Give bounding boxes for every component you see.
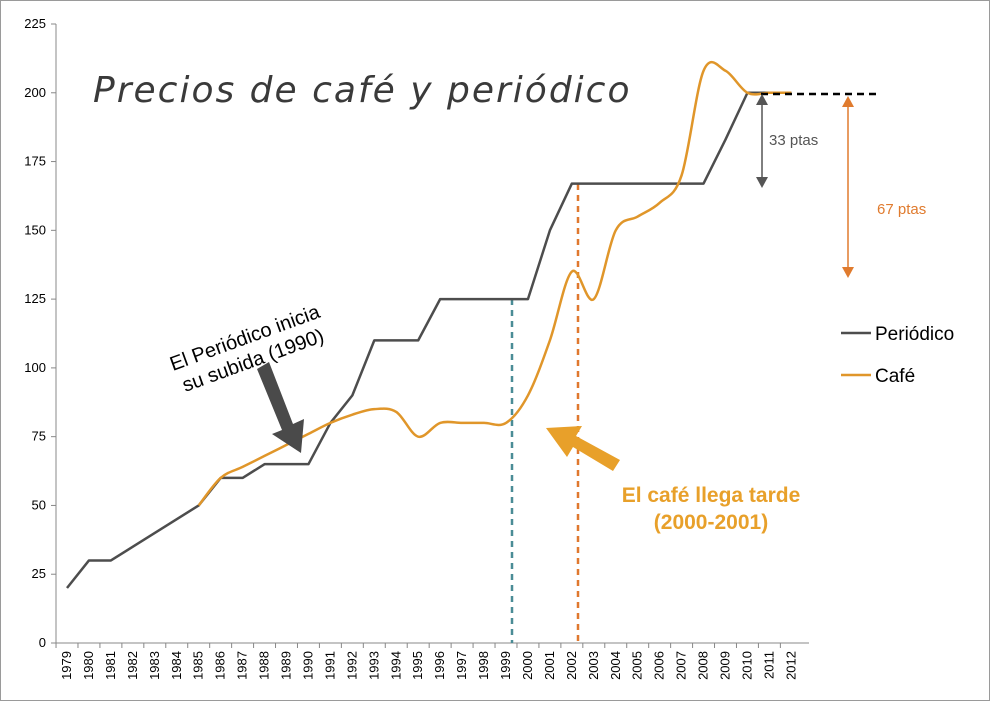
x-tick-label: 1983 <box>147 651 162 680</box>
y-tick-label: 125 <box>24 291 46 306</box>
x-tick-label: 2007 <box>674 651 689 680</box>
y-tick-label: 75 <box>32 429 46 444</box>
y-tick-label: 150 <box>24 222 46 237</box>
x-tick-label: 2008 <box>696 651 711 680</box>
legend-label-periodico: Periódico <box>875 324 954 345</box>
y-tick-label: 200 <box>24 85 46 100</box>
x-tick-label: 1981 <box>103 651 118 680</box>
cafe-note: El café llega tarde (2000-2001) <box>546 426 800 534</box>
x-tick-label: 2010 <box>739 651 754 680</box>
y-tick-label: 50 <box>32 497 46 512</box>
x-tick-label: 2003 <box>586 651 601 680</box>
x-tick-label: 2006 <box>652 651 667 680</box>
x-tick-label: 2005 <box>630 651 645 680</box>
x-tick-label: 1992 <box>344 651 359 680</box>
x-tick-label: 1987 <box>235 651 250 680</box>
gap-33-arrow-head-top <box>756 94 768 105</box>
legend-label-cafe: Café <box>875 366 915 387</box>
x-tick-label: 1986 <box>213 651 228 680</box>
x-tick-label: 1993 <box>366 651 381 680</box>
x-tick-label: 1999 <box>498 651 513 680</box>
x-tick-label: 1985 <box>191 651 206 680</box>
x-tick-label: 1990 <box>300 651 315 680</box>
level-annotations: 33 ptas 67 ptas <box>756 92 926 278</box>
y-tick-label: 25 <box>32 566 46 581</box>
x-tick-label: 1991 <box>322 651 337 680</box>
x-tick-label: 1984 <box>169 651 184 680</box>
x-tick-label: 1994 <box>388 651 403 680</box>
x-tick-label: 1997 <box>454 651 469 680</box>
y-tick-label: 100 <box>24 360 46 375</box>
x-tick-label: 2001 <box>542 651 557 680</box>
x-tick-label: 1982 <box>125 651 140 680</box>
x-tick-label: 1979 <box>59 651 74 680</box>
gap-67-arrow-head-bottom <box>842 267 854 278</box>
x-tick-label: 2009 <box>718 651 733 680</box>
marker-lines <box>510 184 580 643</box>
chart-title: Precios de café y periódico <box>93 70 632 111</box>
y-tick-labels: 0 25 50 75 100 125 150 175 200 225 <box>24 16 56 650</box>
x-tick-label: 2004 <box>608 651 623 680</box>
gap-67-arrow-head-top <box>842 96 854 107</box>
chart-legend: Periódico Café <box>841 324 954 387</box>
x-tick-label: 1988 <box>257 651 272 680</box>
y-tick-label: 0 <box>39 635 46 650</box>
gap-33-arrow-head-bottom <box>756 177 768 188</box>
x-tick-label: 2000 <box>520 651 535 680</box>
x-tick-label: 2012 <box>783 651 798 680</box>
series-line-periodico <box>66 91 792 589</box>
cafe-note-line-2: (2000-2001) <box>654 511 768 534</box>
x-tick-label: 2002 <box>564 651 579 680</box>
x-tick-label: 1998 <box>476 651 491 680</box>
y-tick-label: 175 <box>24 154 46 169</box>
x-tick-label: 1980 <box>81 651 96 680</box>
y-tick-label: 225 <box>24 16 46 31</box>
x-tick-label: 1995 <box>410 651 425 680</box>
gap-33-label: 33 ptas <box>769 132 818 149</box>
cafe-note-arrow <box>546 426 620 471</box>
x-tick-labels: 1979 1980 1981 1982 1983 1984 1985 1986 1987 1988… <box>55 643 798 680</box>
x-tick-label: 2011 <box>761 651 776 679</box>
gap-67-label: 67 ptas <box>877 201 926 218</box>
cafe-note-line-1: El café llega tarde <box>622 484 801 507</box>
periodico-note: El Periódico inicia su subida (1990) <box>167 301 327 453</box>
x-tick-label: 1996 <box>432 651 447 680</box>
periodico-note-arrow <box>257 362 304 453</box>
series-layer <box>66 60 792 589</box>
x-tick-label: 1989 <box>279 651 294 680</box>
